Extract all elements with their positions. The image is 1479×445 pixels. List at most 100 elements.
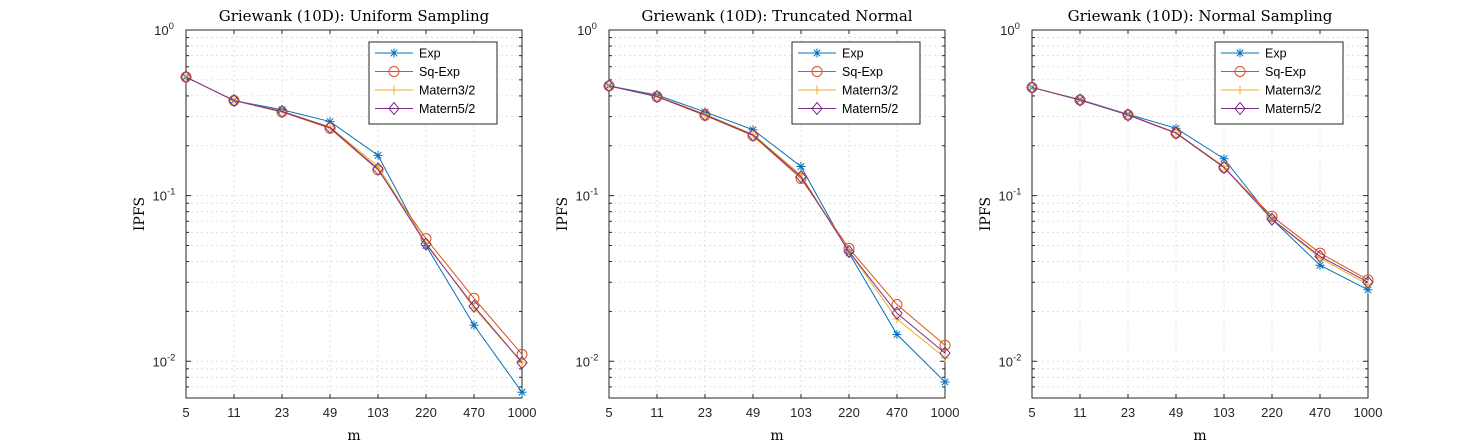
y-tick-base: 10 <box>1000 23 1014 38</box>
series-line <box>185 76 523 364</box>
data-point <box>1362 275 1374 290</box>
plot-area-frame <box>608 29 946 399</box>
series-line <box>1031 86 1369 283</box>
data-point <box>795 169 807 184</box>
data-point <box>939 346 951 360</box>
data-point <box>940 377 950 387</box>
legend-marker <box>388 101 400 116</box>
legend-marker <box>1235 85 1245 95</box>
data-point <box>939 339 951 351</box>
chart-title: Griewank (10D): Normal Sampling <box>1068 7 1333 25</box>
y-tick-base: 10 <box>576 189 590 204</box>
legend-entry: Matern5/2 <box>419 102 475 116</box>
y-tick-exponent: 0 <box>169 21 174 32</box>
x-tick-label: 49 <box>746 405 760 420</box>
legend-marker <box>388 66 400 77</box>
y-tick-label: 10-2 <box>999 352 1022 369</box>
chart-panel-2: 5 11 23 49 103 220 470 100010010-110-2Griewank … <box>555 7 959 444</box>
data-point <box>516 355 528 370</box>
plot-area-frame <box>185 29 523 399</box>
data-point <box>940 353 950 363</box>
series-matern5-2 <box>180 70 528 370</box>
legend-entry: Matern5/2 <box>1265 102 1321 116</box>
y-tick-base: 10 <box>153 354 167 369</box>
legend-marker <box>1234 66 1246 77</box>
x-axis-label: m <box>1193 428 1206 444</box>
x-tick-label: 1000 <box>508 405 537 420</box>
y-tick-label: 100 <box>154 21 174 38</box>
chart-title: Griewank (10D): Truncated Normal <box>641 7 912 25</box>
data-point <box>1218 160 1230 175</box>
legend: Exp Sq-Exp Matern3/2 Matern5/2 <box>791 41 921 125</box>
data-point <box>796 161 806 171</box>
data-point <box>892 330 902 340</box>
x-tick-label: 103 <box>367 405 389 420</box>
series-matern5-2 <box>603 79 951 360</box>
y-tick-base: 10 <box>577 23 591 38</box>
legend: Exp Sq-Exp Matern3/2 Matern5/2 <box>368 41 498 125</box>
series-matern5-2 <box>1026 80 1374 290</box>
y-tick-label: 10-1 <box>576 187 599 204</box>
data-point <box>468 299 480 313</box>
data-point <box>372 162 384 176</box>
data-point <box>324 120 336 135</box>
legend-entry: Exp <box>419 47 441 61</box>
data-point <box>843 244 855 259</box>
x-tick-label: 11 <box>650 405 664 420</box>
y-tick-exponent: -1 <box>167 187 175 198</box>
y-tick-base: 10 <box>999 189 1013 204</box>
data-point <box>468 292 480 304</box>
y-tick-base: 10 <box>153 189 167 204</box>
data-point <box>891 299 903 311</box>
x-tick-label: 49 <box>323 405 337 420</box>
y-tick-exponent: -2 <box>590 352 598 363</box>
data-point <box>747 128 759 142</box>
legend-entry: Exp <box>1265 47 1287 61</box>
data-point <box>1122 108 1134 122</box>
y-tick-exponent: -1 <box>1013 187 1021 198</box>
x-axis-label: m <box>347 428 360 444</box>
data-point <box>699 107 711 122</box>
x-tick-label: 23 <box>275 405 289 420</box>
series-line <box>608 85 946 383</box>
y-tick-label: 10-2 <box>153 352 176 369</box>
y-tick-exponent: -1 <box>590 187 598 198</box>
data-point <box>603 79 615 93</box>
y-tick-base: 10 <box>154 23 168 38</box>
x-tick-label: 1000 <box>1354 405 1383 420</box>
x-tick-label: 23 <box>698 405 712 420</box>
data-point <box>1315 260 1325 270</box>
chart-panel-3: 5 11 23 49 103 220 470 100010010-110-2Griewank … <box>978 7 1382 444</box>
y-tick-label: 10-2 <box>576 352 599 369</box>
legend-marker <box>1235 48 1245 58</box>
legend-entry: Sq-Exp <box>419 65 460 79</box>
y-axis-label: IPFS <box>978 197 994 231</box>
x-tick-label: 5 <box>182 405 189 420</box>
data-point <box>1026 80 1038 95</box>
data-point <box>228 93 240 108</box>
legend-entry: Matern5/2 <box>842 102 898 116</box>
y-axis-label: IPFS <box>132 197 148 231</box>
data-point <box>276 104 288 119</box>
data-point <box>1266 212 1278 227</box>
y-tick-label: 10-1 <box>153 187 176 204</box>
plot-area-frame <box>1031 29 1369 399</box>
data-point <box>1170 126 1182 140</box>
series-line <box>608 85 946 354</box>
data-point <box>517 387 527 397</box>
x-tick-label: 103 <box>1213 405 1235 420</box>
x-tick-label: 49 <box>1169 405 1183 420</box>
y-tick-base: 10 <box>999 354 1013 369</box>
y-axis-label: IPFS <box>555 197 571 231</box>
x-tick-label: 470 <box>1309 405 1331 420</box>
legend-entry: Sq-Exp <box>842 65 883 79</box>
data-point <box>651 89 663 104</box>
x-tick-label: 103 <box>790 405 812 420</box>
data-point <box>1219 161 1229 171</box>
legend-entry: Matern3/2 <box>419 84 475 98</box>
legend-marker <box>811 66 823 77</box>
chart-title: Griewank (10D): Uniform Sampling <box>219 7 490 25</box>
x-tick-label: 220 <box>1261 405 1283 420</box>
y-tick-base: 10 <box>576 354 590 369</box>
